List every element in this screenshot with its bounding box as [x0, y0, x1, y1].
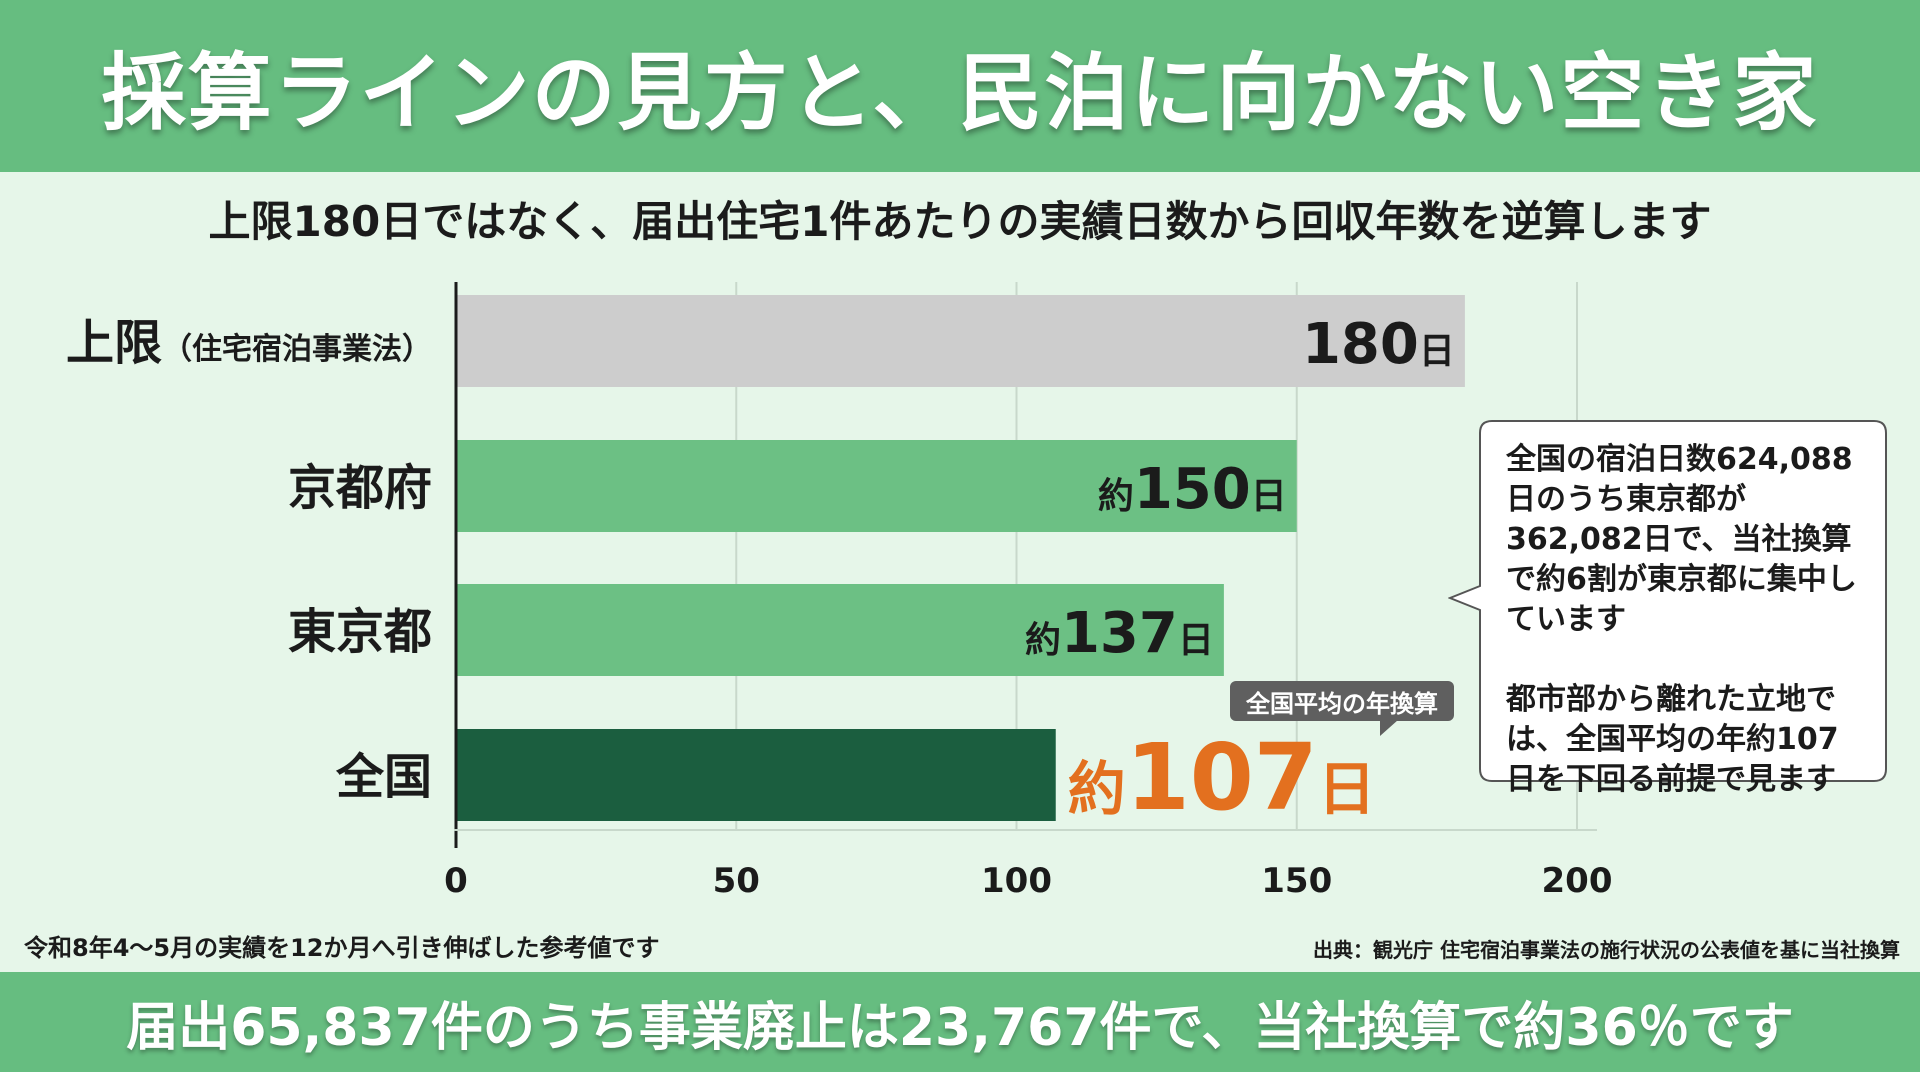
data-label: 約137日 — [1025, 601, 1214, 666]
callout-box: 全国の宿泊日数624,088日のうち東京都が362,082日で、当社換算で約6割… — [1448, 420, 1887, 797]
chart-subtitle: 上限180日ではなく、届出住宅1件あたりの実績日数から回収年数を逆算します — [208, 197, 1712, 246]
x-tick-label: 50 — [713, 861, 760, 900]
x-tick-label: 100 — [981, 861, 1052, 900]
annotation-tag: 全国平均の年換算 — [1230, 681, 1454, 721]
source-note: 出典：観光庁 住宅宿泊事業法の施行状況の公表値を基に当社換算 — [1313, 938, 1900, 962]
data-label: 180日 — [1302, 312, 1455, 377]
footer-banner: 届出65,837件のうち事業廃止は23,767件で、当社換算で約36％です — [0, 972, 1920, 1072]
x-tick-label: 0 — [444, 861, 468, 900]
page-title: 採算ラインの見方と、民泊に向かない空き家 — [101, 43, 1819, 142]
footer-text: 届出65,837件のうち事業廃止は23,767件で、当社換算で約36％です — [126, 997, 1794, 1058]
data-label-highlight: 約107日 — [1068, 724, 1376, 831]
footnote: 令和8年4〜5月の実績を12か月へ引き伸ばした参考値です — [24, 934, 660, 962]
x-tick-label: 200 — [1542, 861, 1613, 900]
category-label: 京都府 — [288, 460, 432, 516]
callout-paragraph-1: 全国の宿泊日数624,088日のうち東京都が362,082日で、当社換算で約6割… — [1506, 442, 1857, 637]
bar — [456, 729, 1056, 821]
category-label: 東京都 — [288, 604, 432, 660]
data-label: 約150日 — [1098, 457, 1287, 522]
category-label: 全国 — [335, 749, 432, 805]
bar — [456, 295, 1465, 387]
x-tick-label: 150 — [1261, 861, 1332, 900]
category-label: 上限（住宅宿泊事業法） — [66, 315, 432, 371]
callout-paragraph-2: 都市部から離れた立地では、全国平均の年約107日を下回る前提で見ます — [1506, 682, 1839, 797]
bar — [456, 440, 1297, 532]
callout-bubble — [1448, 420, 1887, 782]
bar — [456, 584, 1224, 676]
callout-text: 全国の宿泊日数624,088日のうち東京都が362,082日で、当社換算で約6割… — [1506, 440, 1866, 800]
title-banner: 採算ラインの見方と、民泊に向かない空き家 — [0, 0, 1920, 172]
annotation-tag-pointer — [1380, 720, 1398, 736]
